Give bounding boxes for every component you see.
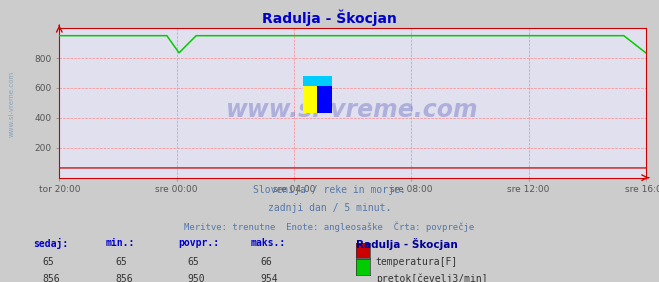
Text: povpr.:: povpr.:	[178, 238, 219, 248]
Text: Meritve: trenutne  Enote: angleosaške  Črta: povprečje: Meritve: trenutne Enote: angleosaške Črt…	[185, 221, 474, 232]
Text: 65: 65	[188, 257, 200, 266]
Text: 65: 65	[43, 257, 55, 266]
Text: 65: 65	[115, 257, 127, 266]
Text: Radulja - Škocjan: Radulja - Škocjan	[356, 238, 457, 250]
Text: 856: 856	[43, 274, 61, 282]
Text: sedaj:: sedaj:	[33, 238, 68, 249]
Text: www.si-vreme.com: www.si-vreme.com	[9, 71, 15, 137]
Text: www.si-vreme.com: www.si-vreme.com	[226, 98, 479, 122]
Text: maks.:: maks.:	[250, 238, 285, 248]
Text: min.:: min.:	[105, 238, 135, 248]
FancyBboxPatch shape	[318, 87, 332, 113]
Text: pretok[čevelj3/min]: pretok[čevelj3/min]	[376, 274, 487, 282]
Text: 66: 66	[260, 257, 272, 266]
Text: 950: 950	[188, 274, 206, 282]
FancyBboxPatch shape	[302, 76, 332, 87]
FancyBboxPatch shape	[302, 87, 318, 113]
Text: Radulja - Škocjan: Radulja - Škocjan	[262, 10, 397, 27]
Text: 856: 856	[115, 274, 133, 282]
Text: Slovenija / reke in morje.: Slovenija / reke in morje.	[253, 185, 406, 195]
Text: temperatura[F]: temperatura[F]	[376, 257, 458, 266]
Text: 954: 954	[260, 274, 278, 282]
Text: zadnji dan / 5 minut.: zadnji dan / 5 minut.	[268, 203, 391, 213]
